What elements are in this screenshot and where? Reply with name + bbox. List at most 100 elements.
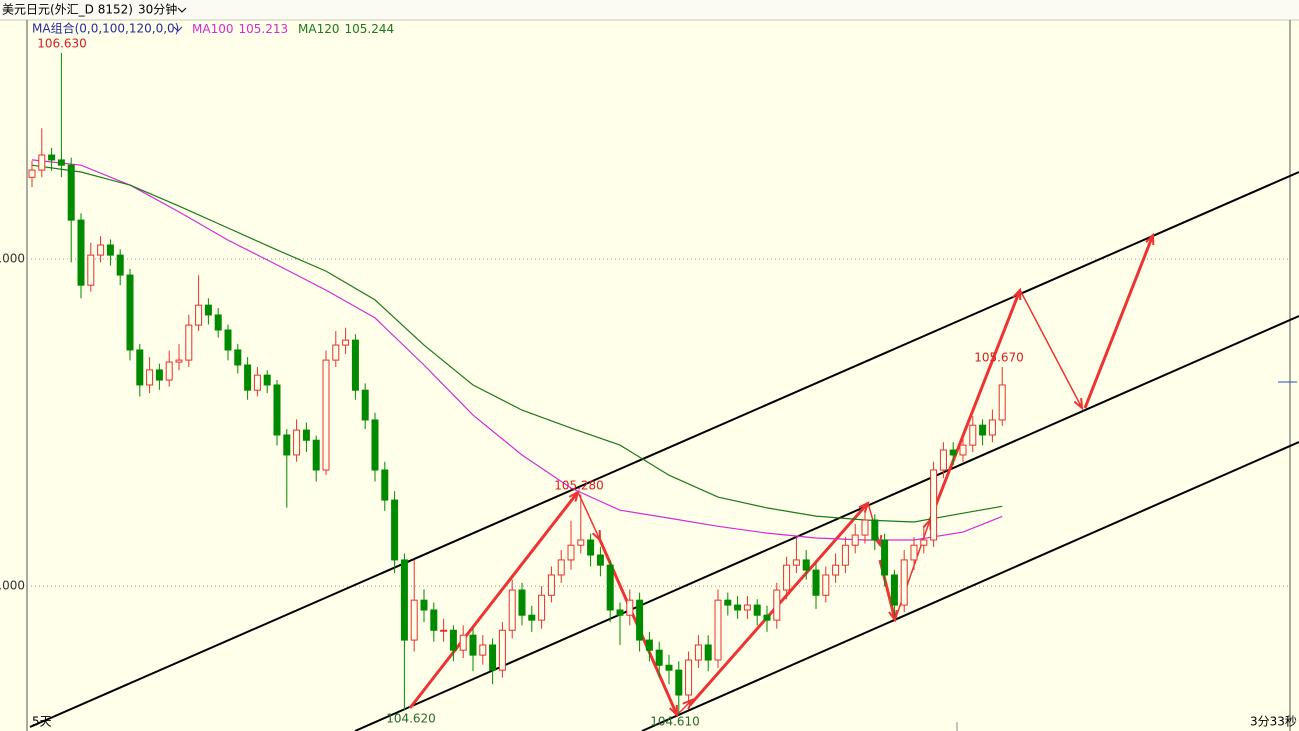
period[interactable]: 30分钟 <box>138 2 177 17</box>
candle-body <box>146 369 154 386</box>
candle-body <box>116 254 124 276</box>
candle-body <box>724 599 732 606</box>
candle-body <box>420 599 428 611</box>
candle-body <box>87 254 95 286</box>
candle-body <box>694 644 702 661</box>
legend-value: 105.213 <box>238 22 288 36</box>
candle-body <box>97 244 105 256</box>
candle-body <box>714 599 722 661</box>
candle-body <box>469 634 477 656</box>
trend-drawings <box>29 171 1299 731</box>
candle-body <box>567 544 575 561</box>
candle-body <box>655 649 663 666</box>
indicator-dropdown <box>173 26 183 32</box>
candle-body <box>234 349 242 366</box>
candle-body <box>28 169 36 178</box>
candle-body <box>930 469 938 541</box>
legend-entry: MA100 105.213 <box>192 22 288 36</box>
candle-body <box>312 439 320 471</box>
candle-body <box>185 324 193 361</box>
candle-body <box>459 634 467 651</box>
candle-body <box>988 419 996 436</box>
arrow-head <box>1073 397 1084 411</box>
trend-arrow <box>676 699 693 716</box>
legend-name: MA100 <box>192 22 233 36</box>
candle-body <box>616 609 624 616</box>
price-annotation: 104.610 <box>650 715 700 729</box>
candle-body <box>371 419 379 471</box>
candle-body <box>136 349 144 386</box>
candle-body <box>449 629 457 651</box>
candle-body <box>214 314 222 331</box>
candle-body <box>763 614 771 621</box>
channel-line <box>29 171 1299 728</box>
candle-body <box>498 629 506 671</box>
candle-body <box>126 274 134 351</box>
candle-body <box>351 339 359 391</box>
legend-entry: MA120 105.244 <box>298 22 394 36</box>
legend-name: MA120 <box>298 22 339 36</box>
candle-body <box>557 559 565 576</box>
candle-body <box>518 589 526 616</box>
candle-body <box>577 539 585 546</box>
candle-body <box>293 429 301 456</box>
symbol[interactable]: 美元日元(外汇_D 8152) <box>2 3 133 17</box>
candle-body <box>900 559 908 606</box>
price-annotation: 106.630 <box>37 37 87 51</box>
candle-body <box>479 644 487 656</box>
candle-body <box>381 469 389 501</box>
candle-body <box>165 361 173 381</box>
candle-body <box>734 604 742 611</box>
candle-body <box>440 629 448 632</box>
candle-body <box>841 544 849 566</box>
price-annotation: 105.280 <box>554 479 604 493</box>
indicator-label: MA组合(0,0,100,120,0,0) <box>32 21 179 36</box>
candle-body <box>204 304 212 316</box>
trend-arrow <box>1083 234 1155 409</box>
price-annotation: 104.620 <box>386 712 436 726</box>
y-tick-label: 106.000 <box>0 252 25 266</box>
candle-body <box>430 609 438 631</box>
trend-arrow <box>408 491 580 709</box>
candle-body <box>263 374 271 386</box>
ma-line <box>31 164 1003 523</box>
candle-body <box>57 159 65 166</box>
candle-body <box>547 574 555 596</box>
channel-line <box>354 315 1299 731</box>
arrow-head <box>682 698 694 710</box>
candle-body <box>528 614 536 621</box>
candle-body <box>802 559 810 571</box>
header-bar <box>0 0 1299 20</box>
period-dropdown[interactable] <box>177 7 187 13</box>
candle-body <box>67 164 75 221</box>
candle-body <box>636 599 644 641</box>
candle-body <box>489 644 497 671</box>
candle-body <box>704 644 712 661</box>
candle-body <box>48 154 56 161</box>
candle-body <box>890 574 898 606</box>
arrow-head <box>1145 232 1155 246</box>
candle-body <box>224 329 232 351</box>
ma-line <box>31 159 1003 541</box>
trend-arrow <box>577 491 601 541</box>
candle-body <box>645 639 653 651</box>
legend-value: 105.244 <box>344 22 394 36</box>
candle-body <box>391 499 399 561</box>
candle-body <box>332 344 340 361</box>
candle-body <box>253 374 261 391</box>
candle-body <box>851 534 859 546</box>
candle-body <box>773 589 781 621</box>
candle-body <box>410 599 418 641</box>
candle-body <box>753 604 761 616</box>
candle-body <box>587 539 595 556</box>
candle-body <box>685 659 693 696</box>
candle-body <box>273 384 281 436</box>
candle-body <box>626 599 634 616</box>
candle-body <box>871 519 879 541</box>
candle-body <box>665 664 673 671</box>
candle-body <box>743 604 751 611</box>
candle-body <box>783 564 791 591</box>
candle-body <box>881 539 889 576</box>
footer-right: 3分33秒 <box>1250 715 1297 729</box>
